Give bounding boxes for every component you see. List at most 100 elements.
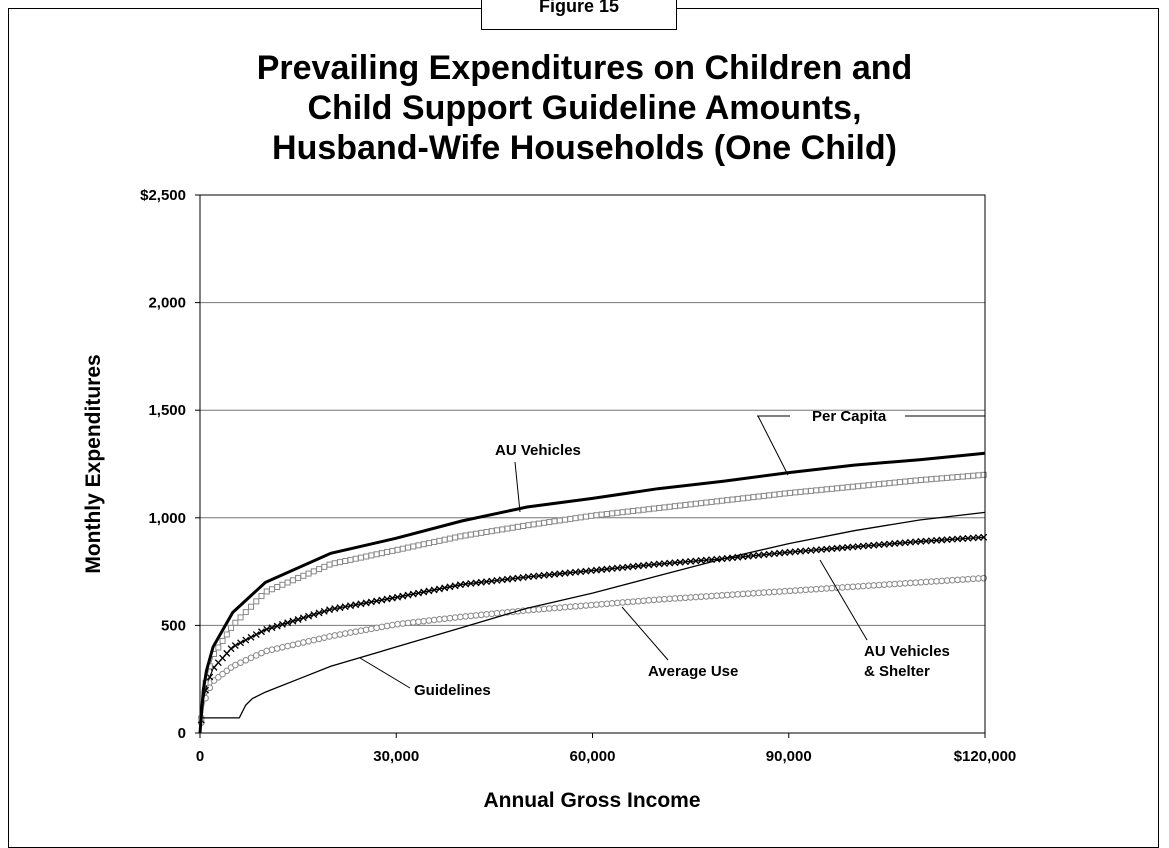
series-per-capita bbox=[198, 451, 986, 734]
chart-title: Prevailing Expenditures on Children and … bbox=[0, 48, 1169, 168]
series-marker bbox=[556, 517, 563, 524]
line-chart: 0 500 1,000 1,500 2,000 $2,500 0 30,000 60,000 90… bbox=[82, 187, 1016, 812]
x-tick-label: 90,000 bbox=[766, 748, 812, 765]
series-marker bbox=[582, 513, 589, 520]
series-marker bbox=[389, 621, 396, 629]
series-marker bbox=[252, 652, 260, 659]
label-per-capita: Per Capita bbox=[812, 408, 887, 425]
series-marker bbox=[813, 487, 820, 494]
series-marker bbox=[373, 597, 381, 605]
series-marker bbox=[425, 540, 432, 547]
series-marker bbox=[896, 479, 903, 486]
series-marker bbox=[928, 476, 935, 483]
series-marker bbox=[284, 579, 291, 586]
series-marker bbox=[556, 604, 564, 611]
figure-label: Figure 15 bbox=[481, 0, 677, 30]
series-marker bbox=[949, 474, 956, 481]
series-marker bbox=[567, 515, 574, 522]
series-marker bbox=[294, 616, 302, 623]
series-marker bbox=[274, 584, 281, 591]
series-marker bbox=[478, 529, 485, 536]
series-marker bbox=[227, 645, 235, 653]
series-marker bbox=[405, 544, 412, 551]
series-marker bbox=[378, 623, 386, 631]
series-marker bbox=[483, 529, 490, 536]
series-marker bbox=[593, 601, 600, 608]
series-marker bbox=[640, 597, 647, 605]
series-marker bbox=[373, 551, 380, 558]
series-marker bbox=[677, 502, 684, 509]
series-marker bbox=[415, 589, 422, 597]
series-marker bbox=[781, 490, 788, 497]
series-marker bbox=[472, 612, 480, 619]
series-marker bbox=[938, 475, 945, 482]
series-marker bbox=[441, 615, 448, 623]
annotation-leaders bbox=[359, 415, 985, 689]
series-marker bbox=[634, 597, 642, 605]
series-marker bbox=[399, 592, 407, 600]
series-marker bbox=[493, 610, 501, 617]
series-marker bbox=[435, 585, 443, 593]
series-marker bbox=[410, 543, 417, 550]
series-marker bbox=[394, 620, 401, 628]
series-marker bbox=[430, 586, 438, 594]
series-marker bbox=[514, 523, 521, 530]
series-marker bbox=[237, 659, 244, 666]
y-tick-label: 1,000 bbox=[148, 510, 186, 527]
series-marker bbox=[368, 552, 375, 559]
series-marker bbox=[263, 625, 271, 633]
series-marker bbox=[603, 600, 611, 608]
series-marker bbox=[258, 593, 265, 600]
y-tick-label: 2,000 bbox=[148, 295, 186, 312]
label-average-use: Average Use bbox=[648, 663, 738, 680]
series-marker bbox=[729, 496, 736, 503]
series-marker bbox=[310, 568, 317, 575]
series-marker bbox=[865, 482, 872, 489]
series-marker bbox=[834, 485, 841, 492]
series-marker bbox=[273, 622, 281, 630]
series-marker bbox=[247, 633, 255, 641]
series-marker bbox=[734, 495, 741, 502]
series-marker bbox=[499, 526, 506, 533]
x-tick-label: 30,000 bbox=[373, 748, 419, 765]
series-marker bbox=[357, 554, 364, 561]
series-marker bbox=[970, 472, 977, 479]
series-marker bbox=[404, 591, 412, 599]
series-marker bbox=[378, 550, 385, 557]
series-marker bbox=[336, 604, 344, 612]
series-marker bbox=[446, 583, 454, 591]
series-marker bbox=[430, 616, 438, 624]
series-marker bbox=[326, 561, 333, 568]
series-marker bbox=[451, 614, 459, 621]
series-marker bbox=[321, 563, 328, 570]
series-marker bbox=[891, 479, 898, 486]
series-marker bbox=[310, 636, 318, 644]
series-marker bbox=[504, 525, 511, 532]
x-tick-label: 60,000 bbox=[570, 748, 616, 765]
series-marker bbox=[300, 572, 307, 579]
series-marker bbox=[698, 500, 705, 507]
series-marker bbox=[792, 489, 799, 496]
series-marker bbox=[420, 541, 427, 548]
series-marker bbox=[368, 625, 375, 633]
series-marker bbox=[855, 483, 862, 490]
series-marker bbox=[629, 598, 637, 605]
series-marker bbox=[980, 533, 988, 541]
series-marker bbox=[562, 516, 569, 523]
series-marker bbox=[404, 619, 412, 627]
series-marker bbox=[388, 594, 396, 602]
leader-line bbox=[757, 415, 789, 476]
annotations: Per Capita AU Vehicles AU Vehicles & She… bbox=[414, 408, 950, 699]
series-marker bbox=[572, 515, 579, 522]
series-marker bbox=[598, 511, 605, 518]
series-marker bbox=[802, 488, 809, 495]
series-marker bbox=[551, 604, 558, 612]
series-line bbox=[198, 451, 986, 734]
series-marker bbox=[399, 620, 407, 627]
series-marker bbox=[541, 519, 548, 526]
series-marker bbox=[436, 537, 443, 544]
leader-line bbox=[621, 606, 669, 661]
series-marker bbox=[656, 504, 663, 511]
series-marker bbox=[614, 509, 621, 516]
series-marker bbox=[739, 495, 746, 502]
